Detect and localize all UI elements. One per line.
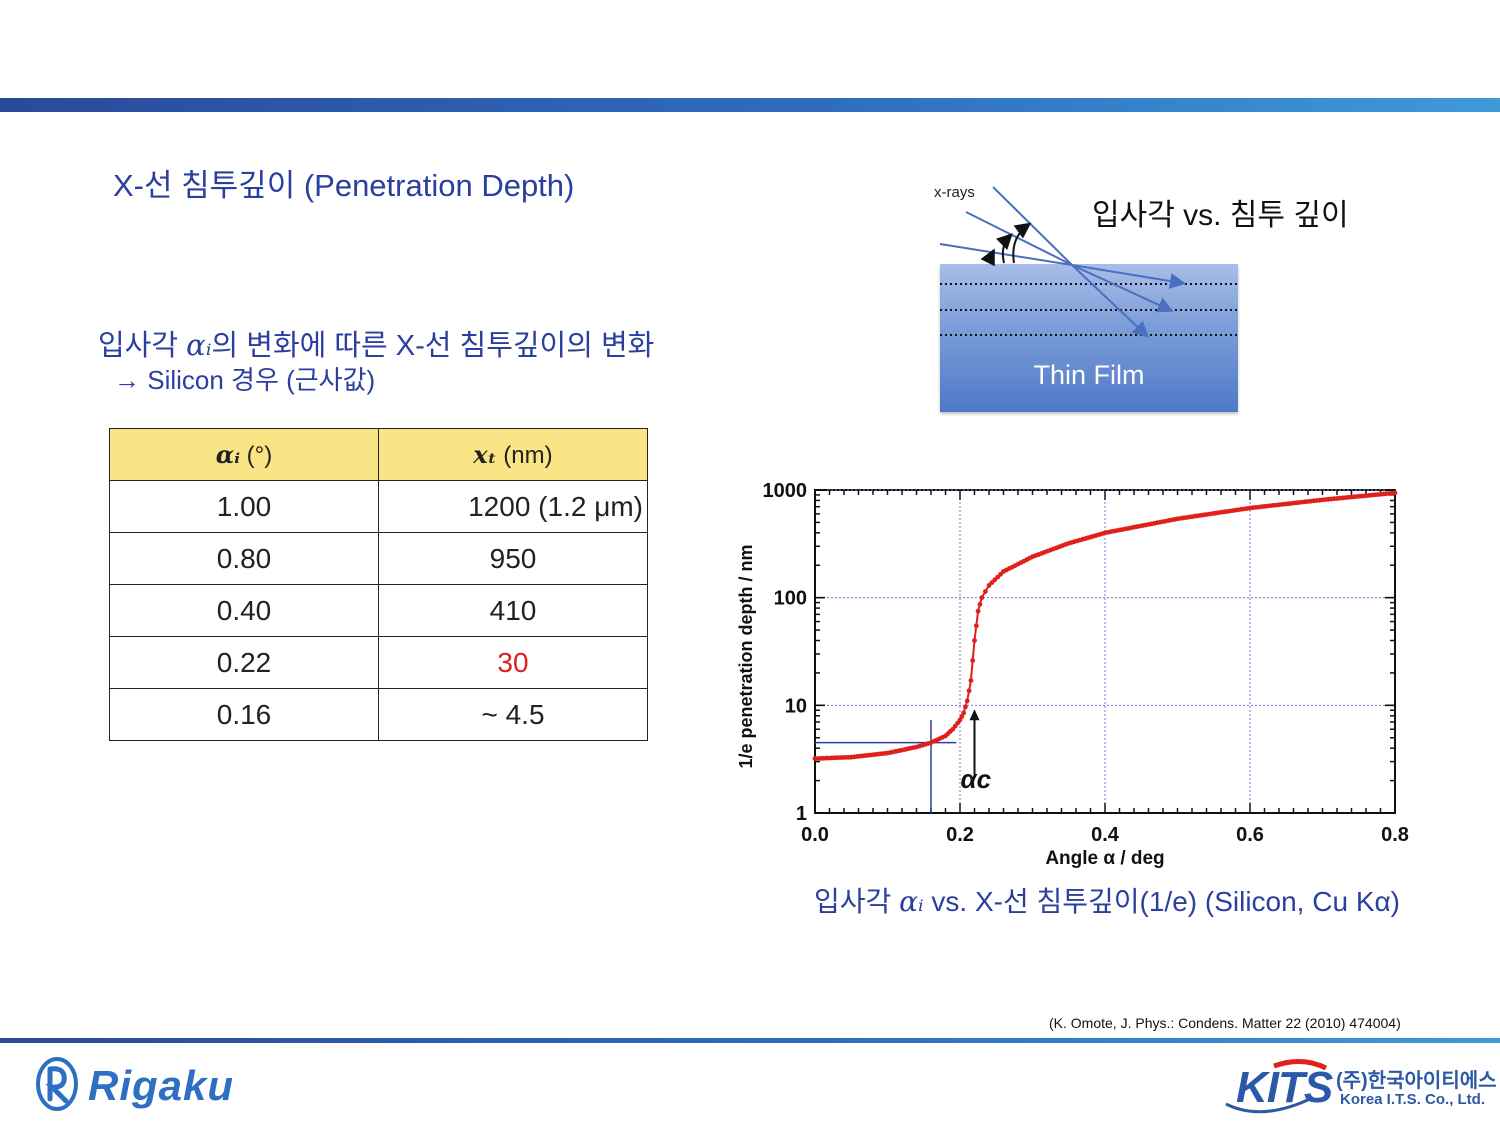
table-cell-depth: 1200 (1.2 μm) bbox=[378, 480, 648, 533]
slide-title: X-선 침투깊이 (Penetration Depth) bbox=[113, 168, 575, 203]
data-point bbox=[973, 623, 979, 629]
table-cell-depth: ~ 4.5 bbox=[378, 688, 648, 741]
alpha-c-annotation: αc bbox=[961, 764, 992, 794]
chart-series bbox=[812, 490, 1398, 761]
table-header-row: αᵢ (°) xₜ (nm) bbox=[109, 428, 648, 481]
chart-caption-suffix: vs. X-선 침투깊이(1/e) (Silicon, Cu Kα) bbox=[923, 886, 1401, 917]
data-point bbox=[977, 602, 983, 607]
alpha-c-arrow-head bbox=[969, 709, 980, 721]
data-point bbox=[983, 589, 988, 594]
data-point bbox=[966, 688, 972, 694]
table-cell-angle: 0.16 bbox=[109, 688, 379, 741]
kits-logo-text: KITS bbox=[1236, 1063, 1333, 1112]
rigaku-logo-text: Rigaku bbox=[88, 1062, 235, 1109]
data-point bbox=[975, 608, 981, 614]
data-point bbox=[959, 714, 965, 719]
table-cell-angle: 1.00 bbox=[109, 480, 379, 533]
subtitle-prefix: 입사각 bbox=[98, 330, 187, 362]
table-row: 1.00 1200 (1.2 μm) bbox=[109, 480, 648, 533]
data-point bbox=[1392, 490, 1398, 496]
company-korean-name: (주)한국아이티에스 bbox=[1336, 1070, 1497, 1092]
chart-labels: 0.0 0.2 0.4 0.6 0.8 1 10 100 1000 αc Angle α / deg… bbox=[736, 480, 1409, 869]
y-tick-label: 100 bbox=[774, 588, 807, 610]
angle-arc-3 bbox=[980, 248, 995, 267]
chart-grid bbox=[814, 489, 1396, 814]
xray-refracted-1 bbox=[1071, 264, 1149, 338]
x-tick-label: 0.2 bbox=[946, 824, 974, 846]
chart-caption-prefix: 입사각 bbox=[814, 886, 900, 917]
x-tick-label: 0.6 bbox=[1236, 824, 1264, 846]
y-tick-label: 1 bbox=[796, 803, 807, 825]
x-tick-label: 0.8 bbox=[1381, 824, 1409, 846]
data-point bbox=[963, 704, 968, 710]
chart-ticks bbox=[814, 489, 1396, 814]
rigaku-logo-icon bbox=[36, 1057, 78, 1111]
x-axis-label: Angle α / deg bbox=[1045, 848, 1164, 869]
xray-refracted-2 bbox=[1071, 264, 1174, 313]
subtitle-line1: 입사각 αᵢ의 변화에 따른 X-선 침투깊이의 변화 bbox=[98, 322, 654, 364]
angle-arc-1 bbox=[1012, 222, 1032, 264]
xray-refracted-3 bbox=[1071, 264, 1186, 289]
diagram-caption: 입사각 vs. 침투 깊이 bbox=[1092, 199, 1349, 232]
footer-line bbox=[0, 1038, 1500, 1043]
chart-caption: 입사각 αᵢ vs. X-선 침투깊이(1/e) (Silicon, Cu Kα… bbox=[814, 880, 1400, 920]
reference-citation: (K. Omote, J. Phys.: Condens. Matter 22 … bbox=[1049, 1015, 1401, 1031]
subtitle-suffix: 의 변화에 따른 X-선 침투깊이의 변화 bbox=[211, 330, 655, 362]
y-tick-label: 10 bbox=[785, 695, 807, 717]
table-cell-angle: 0.80 bbox=[109, 532, 379, 585]
thin-film-label: Thin Film bbox=[1033, 360, 1145, 390]
header-bar bbox=[0, 98, 1500, 112]
x-tick-label: 0.4 bbox=[1091, 824, 1120, 846]
data-point bbox=[964, 698, 970, 704]
data-point bbox=[970, 658, 976, 663]
table-header-depth: xₜ (nm) bbox=[378, 428, 648, 481]
data-point bbox=[979, 595, 985, 601]
y-tick-label: 1000 bbox=[763, 480, 808, 502]
table-cell-depth: 410 bbox=[378, 584, 648, 637]
table-header-angle: αᵢ (°) bbox=[109, 428, 379, 481]
thin-film-block bbox=[940, 264, 1238, 412]
penetration-table: αᵢ (°) xₜ (nm) 1.00 1200 (1.2 μm) 0.80 9… bbox=[109, 428, 648, 741]
xray-incident-3 bbox=[939, 243, 1073, 266]
y-axis-label: 1/e penetration depth / nm bbox=[736, 544, 756, 768]
angle-arc-2 bbox=[995, 233, 1013, 264]
subtitle-line2: → Silicon 경우 (근사값) bbox=[114, 365, 376, 395]
table-row: 0.40 410 bbox=[109, 584, 648, 637]
xray-incident-1 bbox=[992, 186, 1073, 266]
table-cell-angle: 0.40 bbox=[109, 584, 379, 637]
table-row: 0.80 950 bbox=[109, 532, 648, 585]
table-row: 0.16 ~ 4.5 bbox=[109, 688, 648, 741]
x-tick-label: 0.0 bbox=[801, 824, 829, 846]
table-cell-depth-highlight: 30 bbox=[378, 636, 648, 689]
table-cell-angle: 0.22 bbox=[109, 636, 379, 689]
chart-caption-symbol: αᵢ bbox=[899, 885, 924, 918]
table-row: 0.22 30 bbox=[109, 636, 648, 689]
data-point bbox=[961, 710, 966, 716]
subtitle-symbol: αᵢ bbox=[186, 328, 212, 362]
company-english-name: Korea I.T.S. Co., Ltd. bbox=[1340, 1091, 1486, 1108]
xrays-label: x-rays bbox=[934, 184, 975, 201]
data-point bbox=[972, 638, 977, 643]
data-point bbox=[968, 678, 974, 683]
penetration-depth-chart: 0.0 0.2 0.4 0.6 0.8 1 10 100 1000 αc Angle α / deg… bbox=[736, 480, 1409, 869]
kits-logo-swoosh-icon bbox=[1225, 1059, 1328, 1114]
